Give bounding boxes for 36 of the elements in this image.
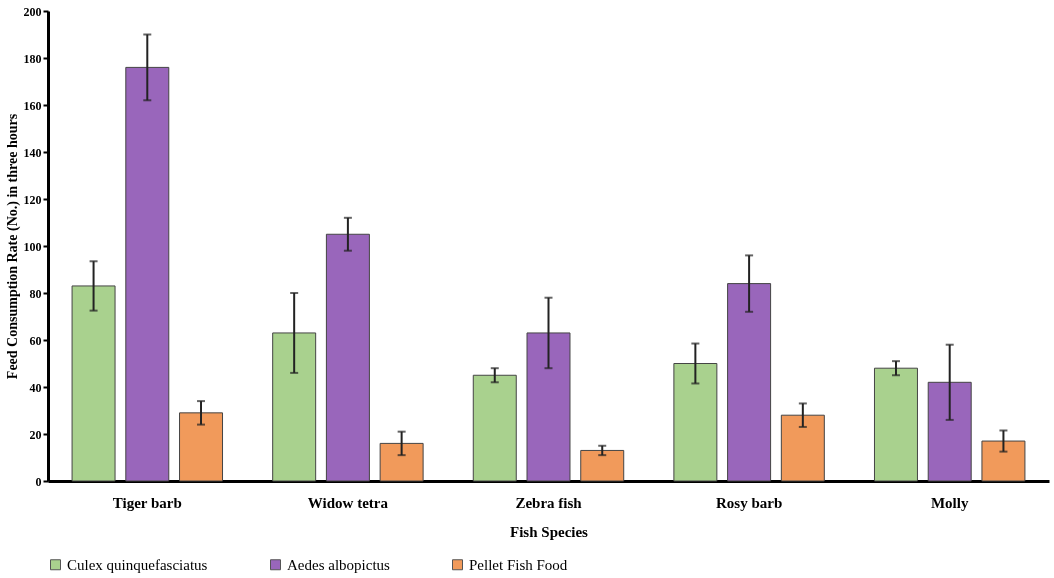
legend-label: Pellet Fish Food <box>469 556 568 573</box>
y-tick-label: 180 <box>23 51 42 66</box>
y-tick-label: 0 <box>35 474 42 489</box>
bar <box>673 363 718 482</box>
bar <box>272 332 317 482</box>
y-tick-label: 60 <box>29 333 42 348</box>
x-tick-label: Widow tetra <box>307 494 389 511</box>
legend-label: Culex quinquefasciatus <box>67 556 208 573</box>
y-tick-label: 80 <box>29 286 42 301</box>
y-tick-label: 200 <box>23 4 42 19</box>
x-tick-label: Rosy barb <box>715 494 783 511</box>
bar <box>379 442 424 482</box>
x-tick-label: Tiger barb <box>112 494 182 511</box>
bar <box>526 332 571 482</box>
bar <box>179 412 224 482</box>
bar <box>71 285 116 482</box>
x-tick-label: Molly <box>930 494 969 511</box>
legend-label: Aedes albopictus <box>287 556 391 573</box>
y-tick-label: 160 <box>23 98 42 113</box>
y-tick-label: 40 <box>29 380 42 395</box>
bar <box>927 381 972 482</box>
y-tick-label: 120 <box>23 192 42 207</box>
y-axis-title: Feed Consumption Rate (No.) in three hours <box>4 113 21 380</box>
bar <box>981 440 1026 482</box>
bar <box>873 367 918 482</box>
bar <box>780 414 825 482</box>
bar <box>472 374 517 482</box>
bar <box>727 283 772 482</box>
x-tick-label: Zebra fish <box>515 494 583 511</box>
y-tick-label: 20 <box>29 427 42 442</box>
bar <box>580 449 625 482</box>
bar <box>325 233 370 482</box>
bar <box>125 66 170 482</box>
y-tick-label: 100 <box>23 239 42 254</box>
y-tick-label: 140 <box>23 145 42 160</box>
x-axis-title: Fish Species <box>510 523 589 540</box>
